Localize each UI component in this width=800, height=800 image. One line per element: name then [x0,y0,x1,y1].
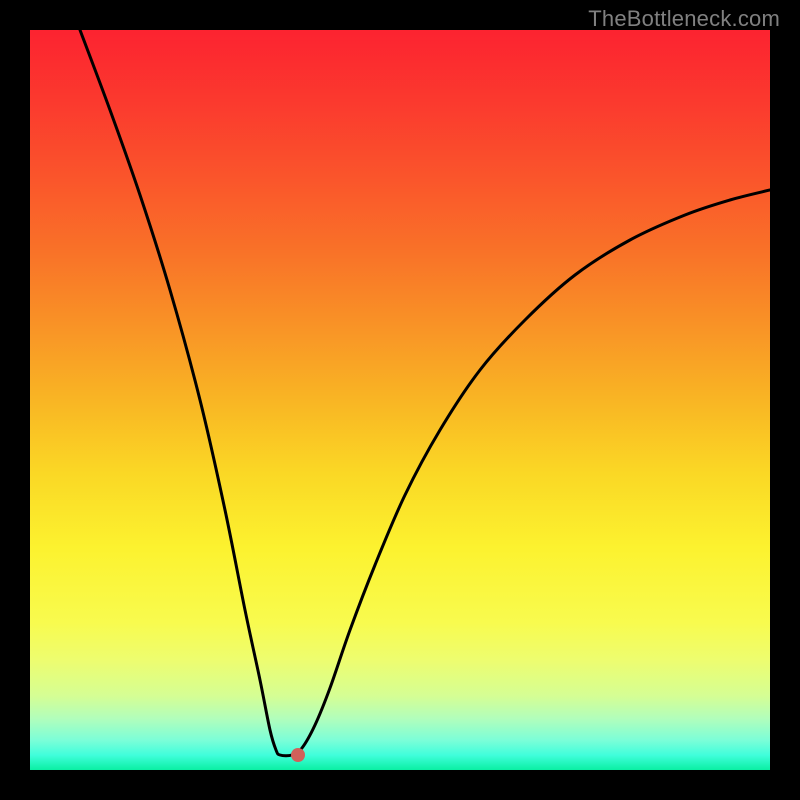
plot-area [30,30,770,770]
watermark-text: TheBottleneck.com [588,6,780,32]
minimum-marker [291,748,305,762]
chart-frame: TheBottleneck.com [0,0,800,800]
bottleneck-curve [80,30,770,756]
curve-layer [30,30,770,770]
